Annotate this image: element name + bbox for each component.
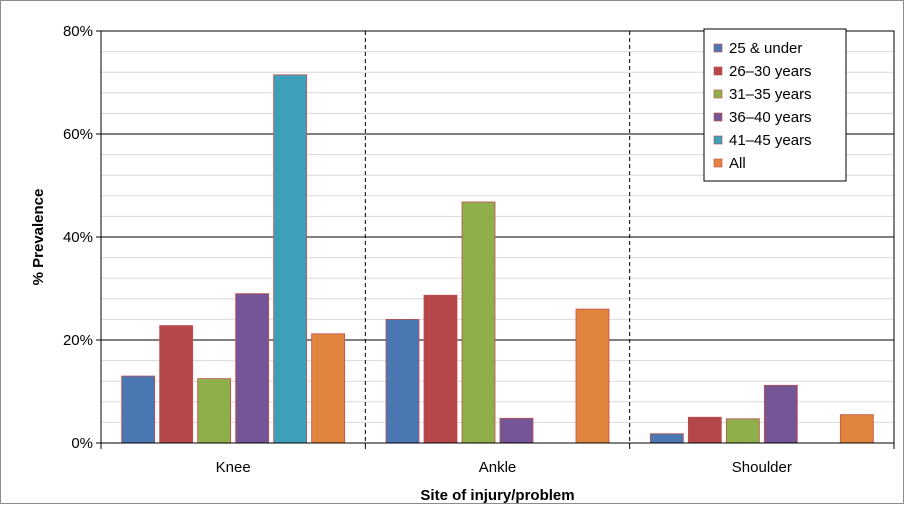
legend-swatch <box>713 89 723 99</box>
y-tick-label: 40% <box>63 229 93 246</box>
x-tick-label: Ankle <box>479 459 517 476</box>
axes <box>96 30 895 449</box>
bar-shoulder-2 <box>725 418 760 444</box>
legend-swatch <box>713 43 723 53</box>
bar-knee-5 <box>311 333 346 444</box>
bar-ankle-0 <box>385 318 420 444</box>
x-tick-labels: Knee Ankle Shoulder <box>216 459 792 476</box>
bar-shoulder-1 <box>687 416 722 444</box>
bars <box>121 74 874 444</box>
legend-label: 41–45 years <box>729 132 812 149</box>
legend-swatch <box>713 158 723 168</box>
legend-label: All <box>729 155 746 172</box>
bar-knee-3 <box>235 293 270 444</box>
bar-knee-4 <box>273 74 308 444</box>
legend-swatch <box>713 112 723 122</box>
x-axis-title: Site of injury/problem <box>420 487 574 504</box>
legend: 25 & under 26–30 years 31–35 years 36–40 ye… <box>703 28 847 182</box>
legend-swatch <box>713 135 723 145</box>
y-tick-label: 0% <box>71 435 93 452</box>
bar-shoulder-0 <box>649 433 684 444</box>
bar-knee-2 <box>197 378 232 444</box>
bar-ankle-3 <box>499 417 534 444</box>
bar-ankle-5 <box>575 308 610 444</box>
legend-label: 25 & under <box>729 40 802 57</box>
legend-swatch <box>713 66 723 76</box>
legend-label: 31–35 years <box>729 86 812 103</box>
x-tick-label: Shoulder <box>732 459 792 476</box>
bar-shoulder-3 <box>763 384 798 444</box>
bar-shoulder-5 <box>839 414 874 444</box>
legend-label: 26–30 years <box>729 63 812 80</box>
y-tick-label: 60% <box>63 126 93 143</box>
bar-knee-1 <box>159 325 194 444</box>
legend-box <box>703 28 847 182</box>
bar-ankle-1 <box>423 294 458 444</box>
y-tick-label: 80% <box>63 23 93 40</box>
y-axis-title: % Prevalence <box>30 189 47 286</box>
legend-label: 36–40 years <box>729 109 812 126</box>
bar-ankle-2 <box>461 201 496 444</box>
x-tick-label: Knee <box>216 459 251 476</box>
bar-knee-0 <box>121 375 156 444</box>
category-separators <box>364 31 631 443</box>
y-tick-labels: 0% 20% 40% 60% 80% <box>63 23 93 452</box>
y-tick-label: 20% <box>63 332 93 349</box>
